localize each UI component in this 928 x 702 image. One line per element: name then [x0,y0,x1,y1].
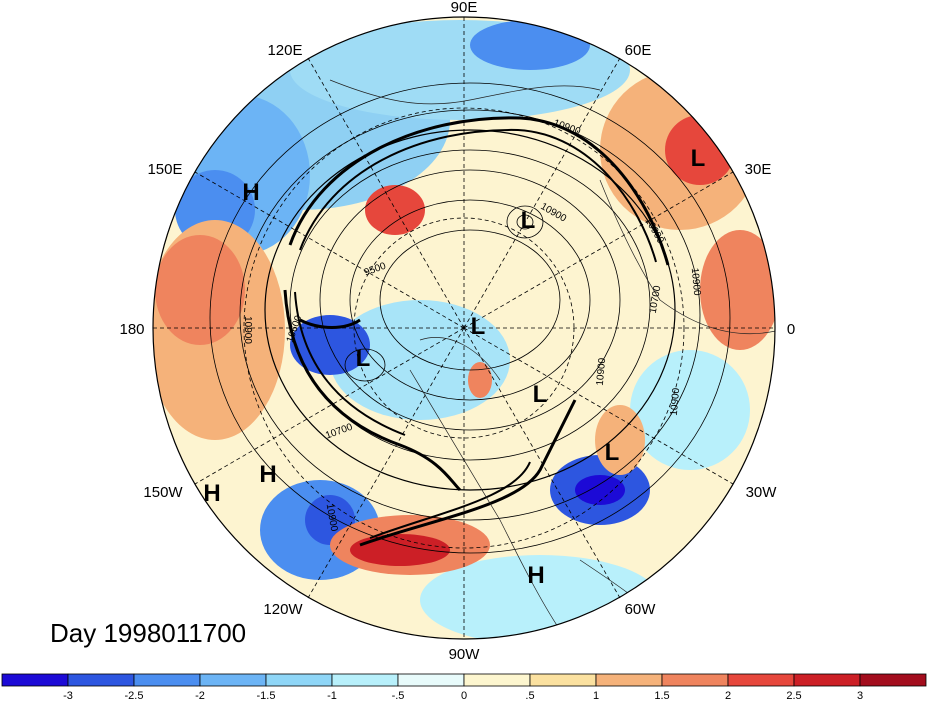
lon-label-150e: 150E [147,161,182,178]
colorbar: -3 -2.5 -2 -1.5 -1 -.5 0 .5 1 1.5 2 2.5 3 [1,673,927,702]
lon-label-180: 180 [119,321,144,338]
longitude-labels: 90E 60E 30E 0 30W 60W 90W 120W 150W 180 … [119,0,795,660]
colorbar-box [793,673,861,687]
colorbar-box [661,673,729,687]
lon-label-120w: 120W [263,601,303,618]
colorbar-boxes [1,673,927,687]
colorbar-box [265,673,333,687]
low-center-label: L [533,381,548,408]
graticule [153,17,775,639]
lon-label-60w: 60W [625,601,657,618]
low-center-label: L [691,145,706,172]
lon-label-60e: 60E [625,42,652,59]
high-center-label: H [527,562,544,589]
low-center-label: L [471,313,486,340]
polar-map: 90E 60E 30E 0 30W 60W 90W 120W 150W 180 … [119,0,795,660]
colorbar-box [67,673,135,687]
high-center-label: H [203,480,220,507]
high-center-label: H [242,179,259,206]
colorbar-box [595,673,663,687]
colorbar-box [463,673,531,687]
map-border [152,16,776,640]
colorbar-box [397,673,465,687]
colorbar-tick-label: -.5 [392,690,405,702]
colorbar-box [199,673,267,687]
date-label: Day 1998011700 [50,618,247,648]
lon-label-0: 0 [787,321,795,338]
pressure-centers: H L L L L L L H H H [203,145,705,589]
low-center-label: L [356,345,371,372]
colorbar-tick-label: -3 [63,690,73,702]
colorbar-tick-label: 0 [461,690,467,702]
colorbar-box [529,673,597,687]
lon-label-120e: 120E [267,42,302,59]
colorbar-box [727,673,795,687]
lon-label-90w: 90W [449,646,481,660]
high-center-label: H [259,461,276,488]
colorbar-ticks: -3 -2.5 -2 -1.5 -1 -.5 0 .5 1 1.5 2 2.5 3 [63,690,863,702]
lon-label-30e: 30E [745,161,772,178]
contour-label: 10900 [595,357,608,386]
colorbar-tick-label: -1 [327,690,337,702]
colorbar-tick-label: 2 [725,690,731,702]
lon-label-90e: 90E [451,0,478,16]
contour-label: 10900 [669,387,682,416]
low-center-label: L [605,439,620,466]
colorbar-tick-label: -2 [195,690,205,702]
colorbar-box [1,673,69,687]
contour-label: 10900 [689,267,702,296]
contour-label: 10900 [242,316,253,344]
contour-label: 10900 [324,503,340,533]
colorbar-box [331,673,399,687]
colorbar-tick-label: 1 [593,690,599,702]
colorbar-tick-label: 2.5 [786,690,801,702]
colorbar-tick-label: -2.5 [125,690,144,702]
coastlines [329,79,775,631]
colorbar-tick-label: .5 [525,690,534,702]
colorbar-tick-label: -1.5 [257,690,276,702]
height-contours [209,82,731,554]
colorbar-tick-label: 1.5 [654,690,669,702]
colorbar-box [133,673,201,687]
low-center-label: L [521,207,536,234]
colorbar-tick-label: 3 [857,690,863,702]
colorbar-box [859,673,927,687]
lon-label-30w: 30W [746,484,778,501]
lon-label-150w: 150W [143,484,183,501]
contour-label: 10700 [648,284,664,314]
